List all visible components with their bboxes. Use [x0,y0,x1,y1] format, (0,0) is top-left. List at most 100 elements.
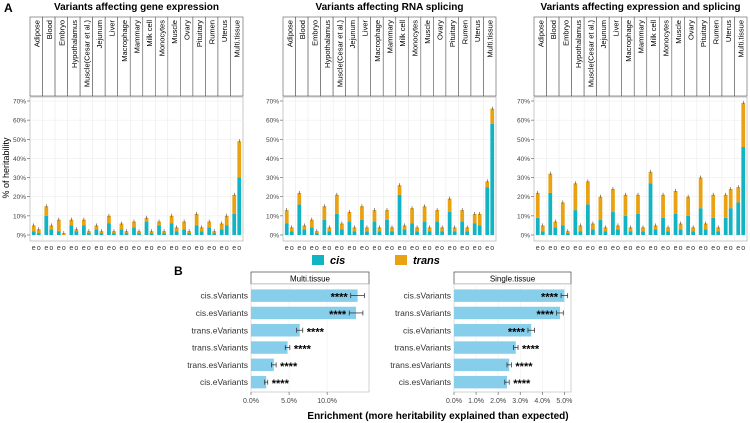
y-tick-label: 50% [13,137,26,144]
bar-cis [340,229,344,235]
strip-label: Ovary [687,20,696,40]
bar-trans [711,194,716,218]
category-label: cis.sVariants [403,291,451,301]
bar-cis [460,221,465,235]
legend-label-cis: cis [330,255,345,267]
strip-label: Muscle [423,20,432,44]
bar-trans [297,192,302,205]
x-tick-label: o [666,245,670,252]
x-tick-label: o [137,245,141,252]
strip-label: Pituitary [699,20,708,47]
bar-cis [736,202,741,235]
strip-16 [483,16,497,97]
x-tick-label: o [741,245,745,252]
bar-trans [132,221,136,228]
x-tick-label: e [360,245,364,252]
bar-cis [194,225,199,235]
x-tick-label: o [641,245,645,252]
y-tick-label: 10% [13,213,26,220]
y-tick-label: 70% [266,99,279,106]
y-tick-label: 40% [517,156,530,163]
legend-swatch-trans [395,255,407,265]
bar-cis [402,229,407,235]
x-tick-label: o [352,245,356,252]
bar-cis [224,225,229,235]
bar-trans [199,227,204,232]
bar-cis [94,229,99,235]
strip-label: Jejunum [95,20,104,48]
y-tick-label: 70% [517,99,530,106]
x-tick-label: o [125,245,129,252]
x-tick-label: e [322,245,326,252]
bar-cis [447,212,452,235]
x-tick-label: o [679,245,683,252]
bar-trans [703,223,708,230]
x-tick-label: e [686,245,690,252]
x-tick-label: o [390,245,394,252]
category-label: trans.sVariants [395,308,451,318]
plot-area [453,283,572,393]
x-tick-label: o [428,245,432,252]
x-tick-label: o [162,245,166,252]
x-tick-label: o [62,245,66,252]
bar-trans [578,225,583,232]
bar [251,375,267,389]
bar-cis [212,233,217,235]
x-tick-label: e [44,245,48,252]
bar-cis [490,123,495,235]
significance-stars: **** [272,378,290,390]
strip-label: Monocytes [158,20,167,57]
bar-cis [49,229,54,235]
bar [454,324,532,337]
x-tick-label: e [335,245,339,252]
x-tick-label: e [485,245,489,252]
strip-label: Hypothalamus [323,20,332,68]
bar-trans [465,227,470,232]
bar-cis [435,221,439,235]
x-tick-label: e [598,245,602,252]
significance-stars: **** [522,344,540,356]
bar-cis [309,227,314,235]
x-tick-label: o [553,245,557,252]
bar-cis [44,215,49,235]
bar-trans [447,198,452,213]
bar-cis [591,229,595,235]
x-tick-label: o [187,245,191,252]
x-tick-label: e [586,245,590,252]
bar-cis [691,231,696,235]
bar-cis [162,233,166,235]
bar-cis [182,229,186,235]
x-tick-label: e [57,245,61,252]
bar-cis [385,219,389,235]
bar-trans [119,223,124,230]
legend-swatch-cis [312,255,324,265]
bar-trans [390,227,394,232]
bar-trans [636,194,640,214]
x-tick-label: o [591,245,595,252]
x-tick-label: e [285,245,289,252]
strip-label: Monocytes [662,20,671,57]
bar-trans [144,217,149,222]
bar-cis [397,194,402,235]
significance-stars: **** [515,361,533,373]
strip-label: Liver [611,20,620,37]
x-tick-label: e [435,245,439,252]
x-tick-label: e [32,245,36,252]
x-tick-label: o [225,245,229,252]
bar-cis [422,221,427,235]
bar-cis [548,192,553,235]
bar-trans [460,210,465,222]
bar-trans [736,187,741,203]
x-tick-label: 1.0% [468,398,484,405]
bar-cis [465,231,470,235]
x-tick-label: e [736,245,740,252]
x-tick-label: e [448,245,452,252]
x-tick-label: o [150,245,154,252]
bar-trans [237,141,242,178]
x-tick-label: o [490,245,494,252]
bar-cis [302,229,307,235]
bar-trans [352,227,357,232]
bar-cis [107,223,111,235]
strip-title: Single.tissue [490,275,536,284]
significance-stars: **** [329,309,347,321]
